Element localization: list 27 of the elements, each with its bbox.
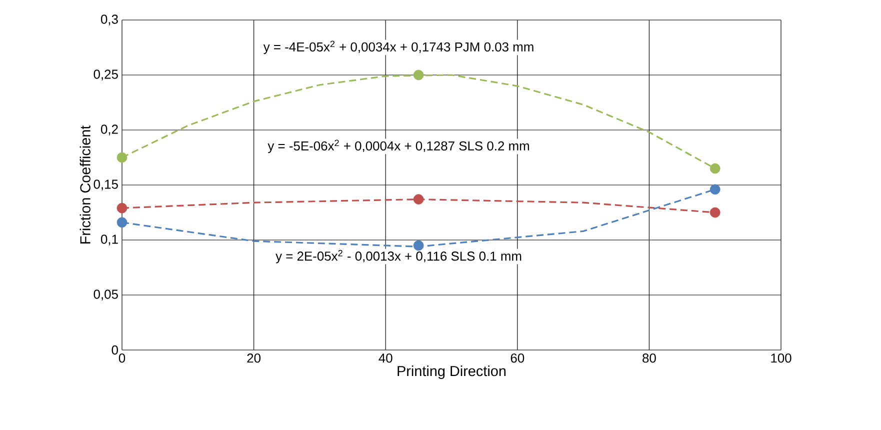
y-tick-label: 0,3 (100, 14, 118, 26)
x-tick-label: 40 (378, 354, 392, 363)
point (413, 194, 424, 204)
point (710, 184, 720, 195)
x-tick-label: 60 (510, 354, 524, 363)
y-tick-label: 0,1 (100, 234, 118, 246)
point (413, 70, 424, 80)
annotation: y = -4E-05x$^{2}$ + 0,0034x + 0,1743 PJM 0.03 mm (263, 40, 534, 54)
x-tick-label: 0 (118, 354, 126, 363)
y-tick-label: 0,25 (94, 70, 118, 80)
x-tick-label: 20 (247, 354, 261, 363)
point (116, 152, 128, 163)
x-axis-title: Printing Direction (398, 366, 506, 380)
point (710, 163, 720, 174)
point (413, 240, 424, 251)
y-tick-label: 0,05 (94, 290, 118, 300)
annotation: y = -5E-06x$^{2}$ + 0,0004x + 0,1287 SLS 0.2 mm (268, 140, 529, 154)
x-tick-label: 100 (771, 354, 792, 363)
x-tick-label: 80 (642, 354, 656, 363)
point (710, 207, 720, 218)
point (116, 217, 128, 228)
y-tick-label: 0 (112, 345, 118, 355)
y-tick-label: 0,15 (94, 180, 118, 190)
y-axis-title: Friction Coefficient (80, 125, 90, 244)
point (116, 202, 128, 214)
y-tick-label: 0,2 (100, 124, 118, 136)
annotation: y = 2E-05x$^{2}$ - 0,0013x + 0,116 SLS 0.1 mm (276, 250, 522, 264)
